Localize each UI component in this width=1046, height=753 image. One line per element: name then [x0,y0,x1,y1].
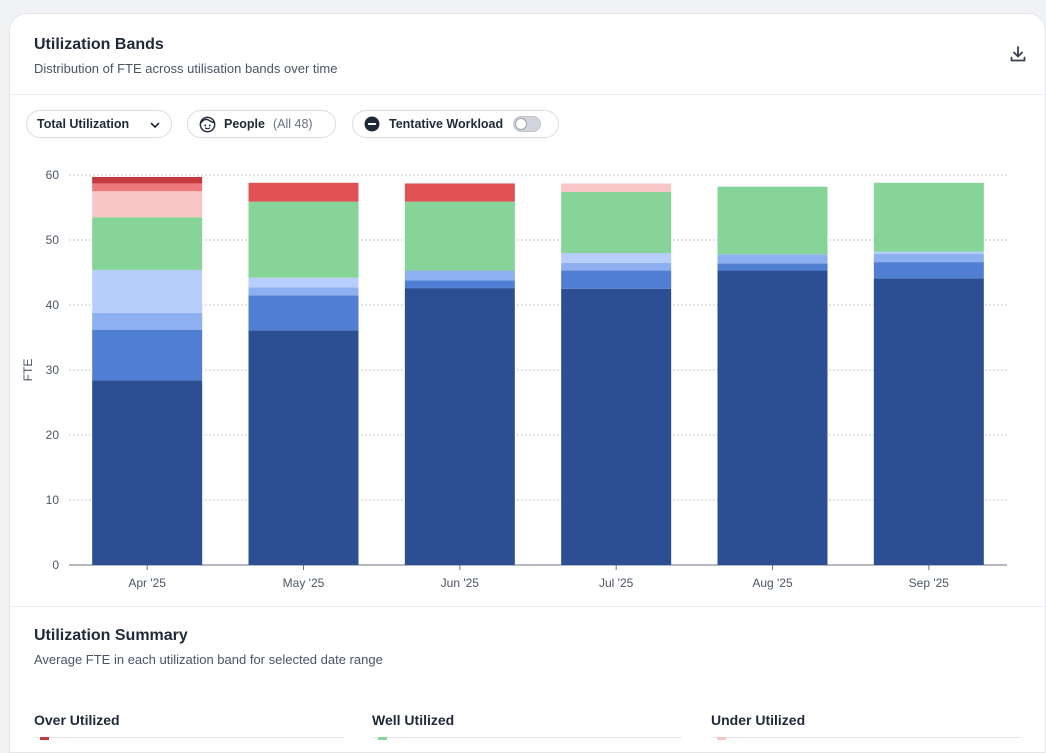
summary-column-under: Under Utilized [711,712,1021,740]
bar-segment [561,183,672,192]
bar-segment [561,262,672,271]
tentative-workload-label: Tentative Workload [389,117,504,131]
tentative-workload-toggle[interactable] [513,116,542,132]
summary-column-well: Well Utilized [372,712,682,740]
summary-column-title: Over Utilized [34,712,120,728]
x-tick-label: Apr '25 [128,576,166,590]
y-tick-label: 40 [46,298,60,312]
bar-segment [873,182,984,252]
x-tick-label: Sep '25 [909,576,950,590]
bar-segment [717,263,828,271]
card-subtitle: Distribution of FTE across utilisation b… [34,61,338,76]
bar-segment [248,182,359,202]
bar-segment [92,329,203,381]
x-tick-label: Aug '25 [752,576,793,590]
bar-segment [92,191,203,218]
x-tick-label: Jun '25 [441,576,480,590]
y-tick-label: 30 [46,363,60,377]
y-tick-label: 0 [52,558,59,572]
metric-select[interactable]: Total Utilization [26,110,172,138]
summary-column-over: Over Utilized [34,712,344,740]
x-tick-label: Jul '25 [599,576,634,590]
bar-segment [717,186,828,255]
face-icon [199,116,216,132]
band-color-marker [717,737,726,740]
bar-segment [404,183,515,202]
bar-segment [248,330,359,565]
y-tick-label: 10 [46,493,60,507]
bar-segment [248,287,359,296]
summary-column-title: Well Utilized [372,712,455,728]
y-tick-label: 60 [46,168,60,182]
bar-segment [92,269,203,313]
tentative-workload-control: Tentative Workload [352,110,559,138]
bar-segment [873,253,984,263]
header-divider [10,94,1045,95]
bar-segment [92,176,203,184]
bar-segment [248,277,359,288]
bar-segment [404,288,515,565]
minus-circle-icon [364,116,380,132]
band-color-marker [378,737,387,740]
bar-segment [404,280,515,289]
people-filter-label: People [224,117,265,131]
download-icon [1010,45,1026,61]
bar-segment [873,278,984,565]
band-color-marker [40,737,49,740]
bar-segment [561,253,672,263]
y-axis-label: FTE [21,359,35,382]
bar-segment [92,183,203,192]
bar-segment [92,380,203,565]
metric-select-value: Total Utilization [37,117,130,131]
people-filter[interactable]: People (All 48) [187,110,336,138]
bar-segment [717,270,828,565]
card-header: Utilization Bands Distribution of FTE ac… [34,36,337,76]
bar-segment [404,201,515,271]
toggle-knob [515,118,528,130]
bar-segment [561,288,672,565]
utilization-bands-chart: 0 10 20 30 40 50 60 FTE Apr '25 May '25 Jun '25 Jul… [21,168,1007,590]
x-tick-label: May '25 [283,576,325,590]
summary-column-title: Under Utilized [711,712,806,728]
summary-subtitle: Average FTE in each utilization band for… [34,652,383,667]
bar-segment [561,191,672,253]
chevron-down-icon [150,122,160,128]
utilization-bands-card: Utilization Bands Distribution of FTE ac… [9,13,1046,753]
y-tick-label: 20 [46,428,60,442]
section-divider [10,606,1045,607]
summary-title: Utilization Summary [34,627,188,644]
bar-segment [717,254,828,264]
people-filter-count: (All 48) [273,117,313,131]
bar-segment [92,217,203,270]
download-button[interactable] [1005,42,1031,68]
bar-segment [873,251,984,254]
bar-segment [561,270,672,289]
card-title: Utilization Bands [34,36,164,53]
y-tick-label: 50 [46,233,60,247]
bar-segment [92,312,203,330]
bar-segment [248,295,359,331]
bar-segment [404,270,515,281]
utilization-summary-header: Utilization Summary Average FTE in each … [34,627,383,667]
bar-segment [873,262,984,279]
bar-segment [248,201,359,278]
